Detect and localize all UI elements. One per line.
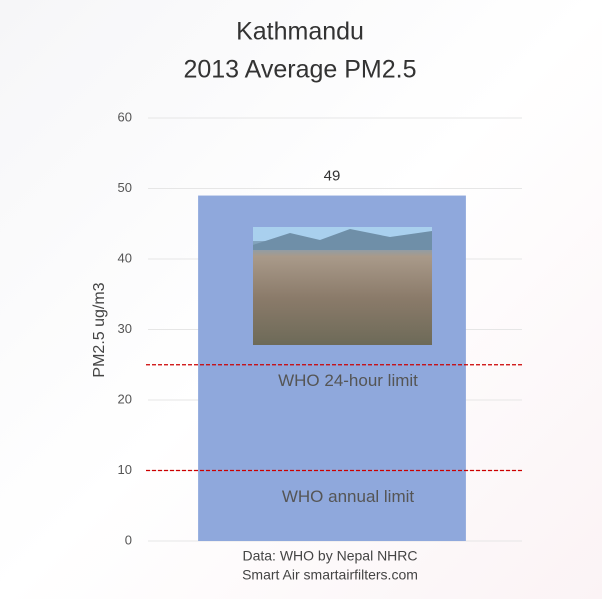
chart-subtitle: 2013 Average PM2.5 [183,56,416,84]
y-tick-label: 50 [118,180,132,195]
chart-title: Kathmandu [236,18,364,46]
value-label: 49 [324,168,341,185]
plot: 0 10 20 30 40 50 60 49 WHO 24-hour limit WHO annu… [118,109,522,583]
source-note: Smart Air smartairfilters.com [242,567,418,583]
y-tick-label: 0 [125,532,132,547]
photo-hills [253,229,432,250]
source-note: Data: WHO by Nepal NHRC [242,548,417,564]
y-tick-label: 60 [118,109,132,124]
y-tick-label: 40 [118,250,132,265]
y-axis-label: PM2.5 ug/m3 [91,282,108,377]
reference-label: WHO annual limit [282,487,415,506]
y-tick-label: 10 [118,462,132,477]
y-tick-label: 30 [118,321,132,336]
reference-label: WHO 24-hour limit [278,371,418,390]
y-tick-label: 20 [118,391,132,406]
